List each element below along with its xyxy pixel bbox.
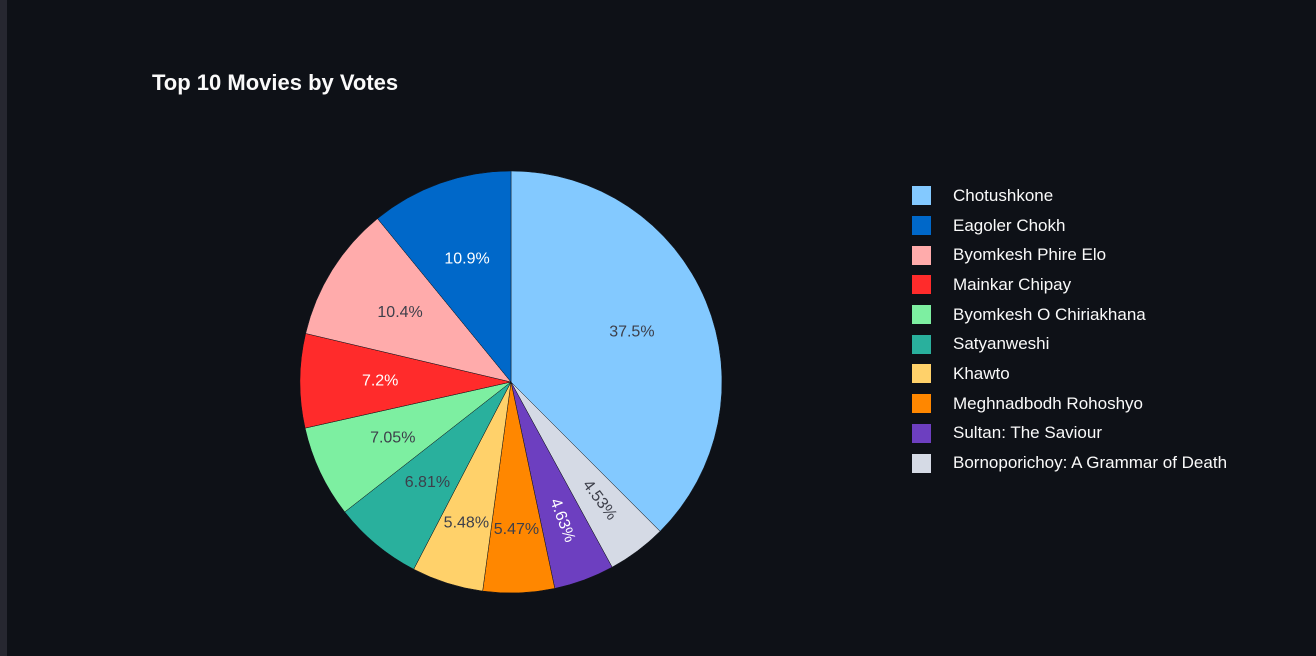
legend-swatch xyxy=(912,275,931,295)
legend-label: Khawto xyxy=(953,363,1010,383)
legend-swatch xyxy=(912,394,931,414)
sidebar-edge xyxy=(0,0,7,656)
pie-slice-label: 37.5% xyxy=(609,323,654,340)
legend-label: Byomkesh Phire Elo xyxy=(953,245,1107,265)
legend-swatch xyxy=(912,216,931,236)
legend-swatch xyxy=(912,364,931,384)
legend-item[interactable]: Bornoporichoy: A Grammar of Death xyxy=(912,448,1227,478)
legend-label: Chotushkone xyxy=(953,185,1054,205)
chart-title: Top 10 Movies by Votes xyxy=(152,70,399,95)
chart-legend: Chotushkone Eagoler Chokh Byomkesh Phire E… xyxy=(912,181,1227,478)
legend-item[interactable]: Byomkesh Phire Elo xyxy=(912,240,1227,270)
legend-label: Meghnadbodh Rohoshyo xyxy=(953,393,1143,413)
legend-label: Bornoporichoy: A Grammar of Death xyxy=(953,453,1228,473)
pie-slice-label: 7.2% xyxy=(362,373,398,390)
pie-slice-label: 10.9% xyxy=(444,250,489,267)
pie-slice-label: 7.05% xyxy=(370,429,415,446)
pie-slice xyxy=(510,170,723,532)
legend-swatch xyxy=(912,305,931,325)
legend-item[interactable]: Meghnadbodh Rohoshyo xyxy=(912,389,1227,419)
legend-item[interactable]: Eagoler Chokh xyxy=(912,211,1227,241)
legend-label: Eagoler Chokh xyxy=(953,215,1066,235)
legend-label: Satyanweshi xyxy=(953,334,1050,354)
legend-swatch xyxy=(912,334,931,354)
legend-item[interactable]: Sultan: The Saviour xyxy=(912,419,1227,449)
pie-slice-label: 10.4% xyxy=(377,304,422,321)
legend-item[interactable]: Chotushkone xyxy=(912,181,1227,211)
legend-swatch xyxy=(912,453,931,473)
legend-label: Byomkesh O Chiriakhana xyxy=(953,304,1146,324)
legend-item[interactable]: Mainkar Chipay xyxy=(912,270,1227,300)
pie-slice xyxy=(377,170,512,383)
pie-slice-label: 6.81% xyxy=(405,474,450,491)
pie-slice-label: 5.47% xyxy=(494,521,539,538)
legend-item[interactable]: Khawto xyxy=(912,359,1227,389)
pie-slice-label: 5.48% xyxy=(444,514,489,531)
legend-label: Sultan: The Saviour xyxy=(953,423,1102,443)
legend-label: Mainkar Chipay xyxy=(953,274,1072,294)
legend-swatch xyxy=(912,186,931,206)
legend-item[interactable]: Satyanweshi xyxy=(912,329,1227,359)
pie-slice xyxy=(305,218,512,383)
legend-swatch xyxy=(912,245,931,265)
legend-swatch xyxy=(912,423,931,443)
legend-item[interactable]: Byomkesh O Chiriakhana xyxy=(912,300,1227,330)
